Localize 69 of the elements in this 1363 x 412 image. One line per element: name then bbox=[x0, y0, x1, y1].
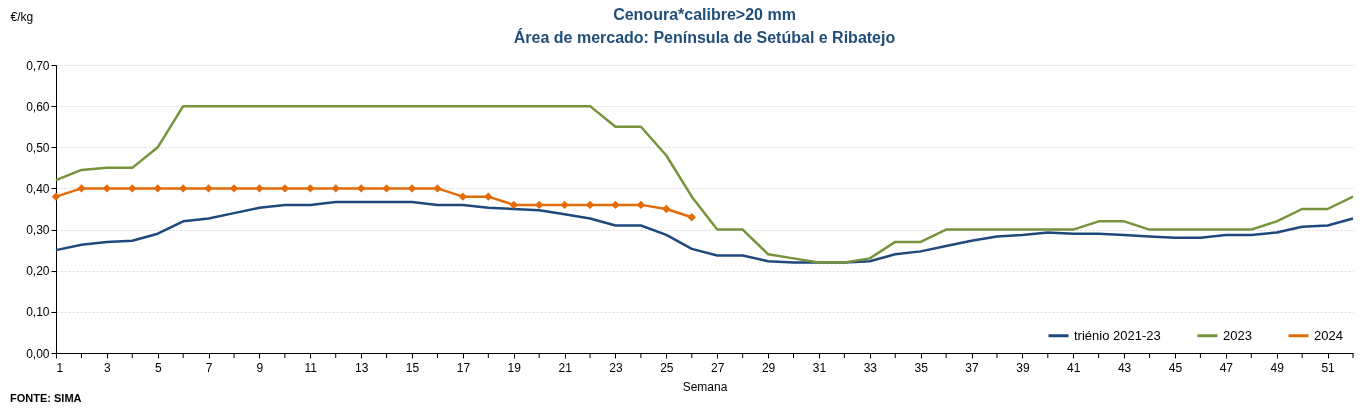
x-tick-label: 17 bbox=[456, 360, 471, 375]
point bbox=[280, 184, 290, 193]
point bbox=[382, 184, 391, 193]
x-tick-label: 29 bbox=[761, 360, 776, 375]
x-tick-label: 13 bbox=[355, 360, 369, 375]
point bbox=[102, 184, 112, 193]
legend-label: 2023 bbox=[1223, 327, 1252, 343]
x-tick-label: 45 bbox=[1168, 360, 1183, 375]
point bbox=[662, 204, 671, 214]
point bbox=[229, 184, 239, 193]
x-tick-label: 21 bbox=[558, 360, 573, 375]
point bbox=[407, 184, 417, 193]
x-tick-label: 3 bbox=[104, 360, 112, 375]
point bbox=[636, 200, 646, 210]
x-tick-label: 47 bbox=[1219, 360, 1234, 375]
y-tick-label: 0,00 bbox=[26, 346, 50, 361]
x-tick-label: 37 bbox=[965, 360, 980, 375]
point bbox=[433, 184, 442, 193]
x-tick-label: 43 bbox=[1117, 360, 1132, 375]
y-tick-label: 0,40 bbox=[26, 181, 50, 196]
point bbox=[178, 184, 188, 193]
x-tick-label: 25 bbox=[660, 360, 674, 375]
point bbox=[509, 200, 518, 210]
point bbox=[255, 184, 264, 193]
x-tick-label: 35 bbox=[914, 360, 929, 375]
x-tick-label: 27 bbox=[711, 360, 725, 375]
point bbox=[611, 200, 620, 210]
point bbox=[306, 184, 315, 193]
point bbox=[535, 200, 544, 210]
line-series bbox=[54, 200, 1355, 264]
y-tick-label: 0,10 bbox=[26, 305, 50, 320]
x-tick-label: 5 bbox=[154, 360, 162, 375]
x-tick-label: 11 bbox=[304, 360, 318, 375]
point bbox=[458, 192, 468, 201]
point bbox=[128, 184, 137, 193]
x-tick-label: 39 bbox=[1016, 360, 1030, 375]
point bbox=[687, 213, 696, 222]
y-tick-label: 0,70 bbox=[26, 58, 50, 73]
point bbox=[77, 184, 86, 193]
chart-subtitle: Área de mercado: Península de Setúbal e Ribatejo bbox=[513, 28, 896, 46]
y-axis-title: €/kg bbox=[10, 9, 34, 24]
legend-label: 2024 bbox=[1314, 327, 1343, 343]
point bbox=[484, 192, 493, 201]
y-tick-label: 0,50 bbox=[26, 140, 50, 155]
line-series bbox=[54, 104, 1355, 264]
y-tick-label: 0,60 bbox=[26, 99, 50, 114]
chart-title: Cenoura*calibre>20 mm bbox=[613, 6, 796, 23]
x-axis-title: Semana bbox=[682, 379, 728, 394]
x-tick-label: 51 bbox=[1321, 360, 1336, 375]
source-note: FONTE: SIMA bbox=[10, 392, 82, 404]
point bbox=[356, 184, 366, 193]
y-tick-label: 0,30 bbox=[26, 223, 50, 238]
point bbox=[204, 184, 213, 193]
x-tick-label: 33 bbox=[863, 360, 878, 375]
point bbox=[153, 184, 162, 193]
x-tick-label: 49 bbox=[1270, 360, 1285, 375]
point bbox=[560, 200, 569, 210]
point bbox=[51, 192, 61, 201]
x-tick-label: 15 bbox=[405, 360, 420, 375]
point bbox=[331, 184, 340, 193]
y-tick-label: 0,20 bbox=[26, 264, 50, 279]
x-tick-label: 1 bbox=[56, 360, 64, 375]
x-tick-label: 19 bbox=[507, 360, 522, 375]
x-tick-label: 7 bbox=[205, 360, 213, 375]
x-tick-label: 31 bbox=[812, 360, 827, 375]
x-tick-label: 41 bbox=[1067, 360, 1081, 375]
legend-label: triénio 2021-23 bbox=[1074, 327, 1161, 343]
x-tick-label: 23 bbox=[609, 360, 623, 375]
x-tick-label: 9 bbox=[256, 360, 264, 375]
